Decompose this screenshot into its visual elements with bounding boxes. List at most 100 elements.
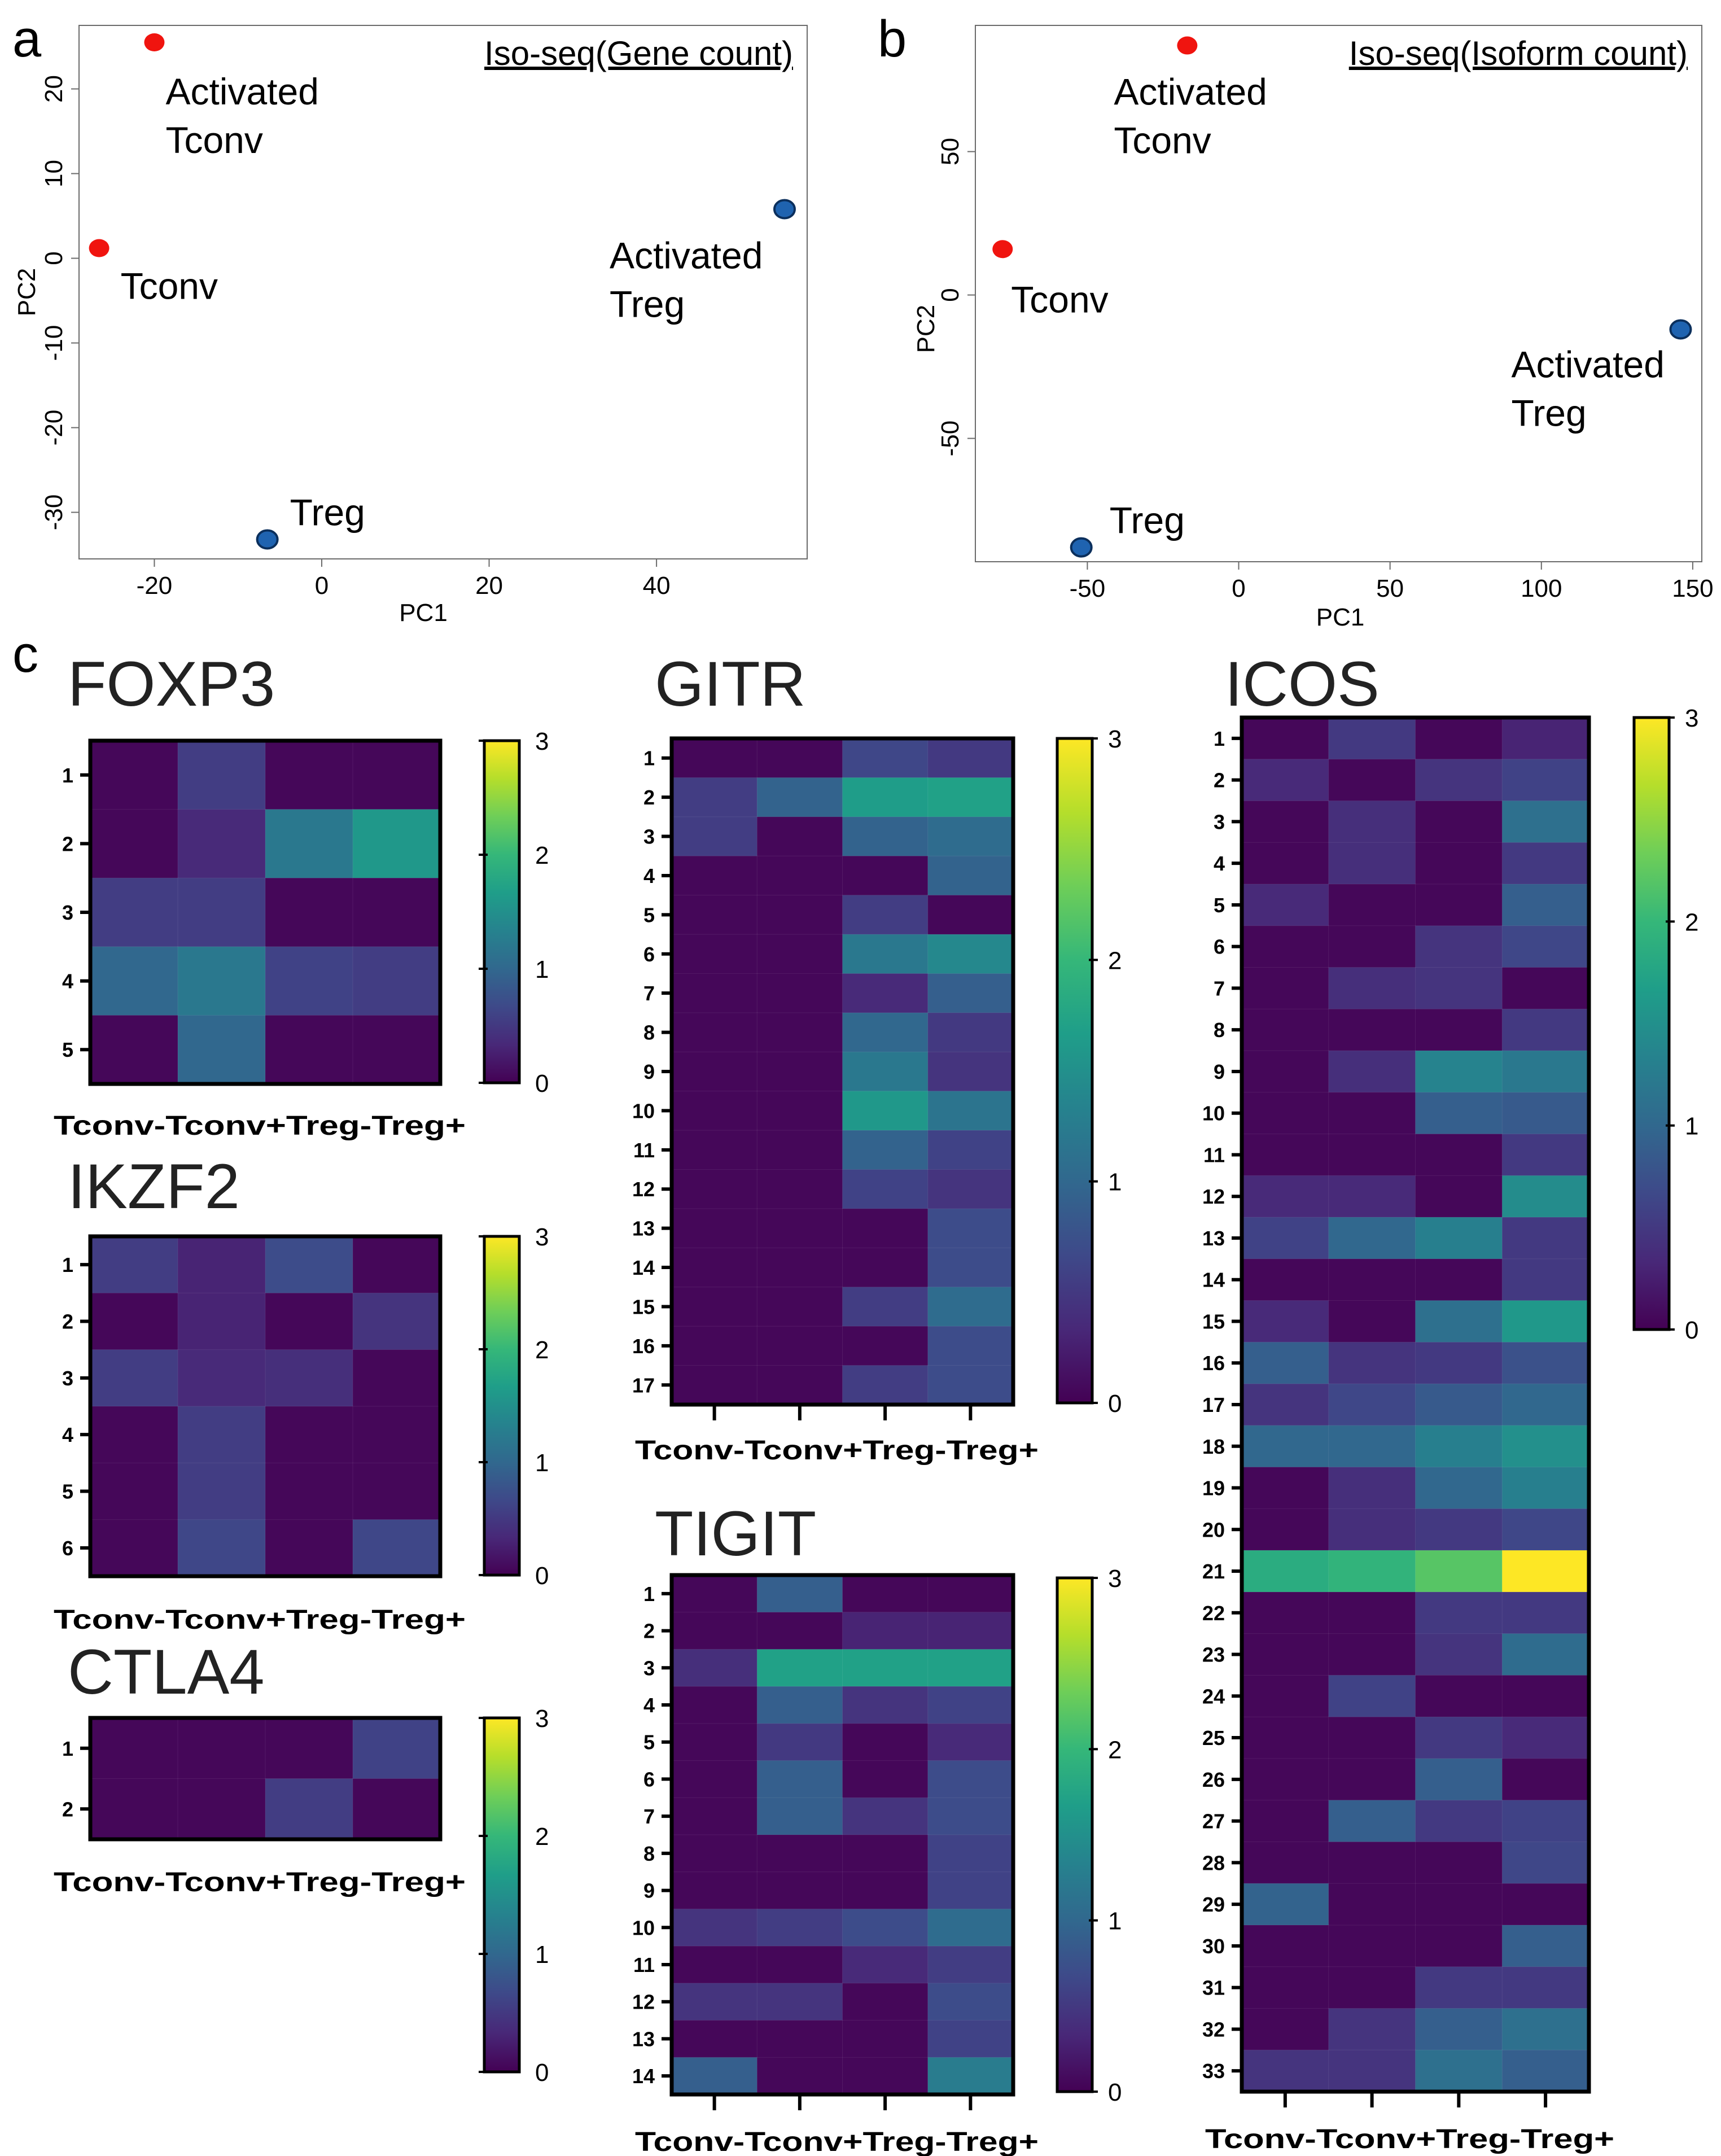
- row-label: 7: [643, 1805, 655, 1828]
- row-label: 4: [62, 1423, 73, 1446]
- heatmap-cell: [1501, 1341, 1590, 1385]
- column-labels: Tconv- Tconv+ Treg- Treg+: [1205, 2124, 1614, 2154]
- y-axis-label: PC2: [13, 268, 41, 317]
- colorbar-tick-label: 0: [1685, 1317, 1698, 1344]
- heatmap-cell: [1501, 801, 1590, 843]
- heatmap-cell: [927, 1760, 1014, 1799]
- heatmap-cell: [90, 1014, 179, 1085]
- column-labels: Tconv- Tconv+ Treg- Treg+: [635, 1436, 1039, 1466]
- heatmap-cell: [1328, 1591, 1416, 1634]
- heatmap-cell: [842, 1612, 929, 1650]
- row-label: 2: [62, 1798, 73, 1821]
- row-label: 11: [633, 1953, 655, 1976]
- column-label: Treg-: [286, 1868, 371, 1897]
- heatmap-cell: [756, 1908, 843, 1947]
- heatmap-cell: [1328, 1633, 1416, 1676]
- heatmap-cell: [927, 1012, 1014, 1053]
- heatmap-cell: [671, 1326, 758, 1366]
- heatmap-cell: [756, 1723, 843, 1761]
- heatmap-cell: [1328, 1508, 1416, 1551]
- heatmap-cell: [1415, 801, 1503, 843]
- heatmap-cell: [1415, 1050, 1503, 1093]
- x-tick-label: 150: [1672, 575, 1713, 602]
- column-label: Tconv-: [635, 2127, 745, 2156]
- data-point: [1669, 319, 1692, 340]
- heatmap-cell: [1415, 1425, 1503, 1468]
- heatmap-cell: [756, 2057, 843, 2096]
- heatmap-cell: [1241, 1217, 1329, 1260]
- heatmap-cell: [1415, 842, 1503, 885]
- heatmap-cell: [1328, 1425, 1416, 1468]
- heatmap-cell: [1501, 1716, 1590, 1760]
- colorbar-tick-label: 0: [535, 1562, 549, 1590]
- heatmap-cell: [352, 740, 441, 810]
- row-label: 1: [1214, 727, 1225, 750]
- heatmap-cell: [1328, 1341, 1416, 1385]
- panel-letter-c: c: [12, 626, 38, 683]
- row-label: 33: [1202, 2059, 1225, 2083]
- heatmap-cell: [1501, 1008, 1590, 1052]
- heatmap-cell: [671, 1287, 758, 1327]
- heatmap-cell: [756, 1834, 843, 1873]
- y-tick-label: -50: [936, 421, 964, 457]
- heatmap-frame: [88, 1716, 443, 1842]
- heatmap-cell: [671, 2057, 758, 2096]
- heatmap-cell: [842, 738, 929, 779]
- heatmap-cell: [1241, 2008, 1329, 2051]
- heatmap-cell: [1501, 884, 1590, 926]
- heatmap-cell: [927, 1247, 1014, 1288]
- heatmap-cell: [756, 1169, 843, 1210]
- heatmap-cell: [1415, 1467, 1503, 1510]
- heatmap-cell: [671, 973, 758, 1013]
- heatmap-cell: [1501, 1674, 1590, 1718]
- heatmap-cell: [1328, 1674, 1416, 1718]
- heatmap-cell: [265, 1349, 354, 1407]
- data-point: [144, 33, 165, 51]
- heatmap-cell: [1501, 1425, 1590, 1468]
- heatmap-cell: [756, 1686, 843, 1724]
- heatmap-cell: [671, 1908, 758, 1947]
- row-label: 7: [643, 982, 655, 1005]
- colorbar-tick-label: 3: [1108, 1565, 1122, 1593]
- row-label: 30: [1202, 1935, 1225, 1958]
- colorbar-tick-label: 2: [1685, 908, 1698, 936]
- heatmap-cell: [927, 1797, 1014, 1836]
- heatmap-cell: [1415, 1383, 1503, 1426]
- heatmap-cell: [671, 1871, 758, 1910]
- heatmap-cell: [671, 2020, 758, 2058]
- colorbar: [483, 739, 521, 1084]
- heatmap-cell: [842, 816, 929, 857]
- row-label: 9: [643, 1060, 655, 1083]
- x-tick-label: 0: [315, 572, 329, 600]
- row-label: 12: [632, 1178, 655, 1201]
- heatmap-cell: [927, 1051, 1014, 1092]
- heatmap-cell: [265, 1717, 354, 1779]
- row-label: 20: [1202, 1518, 1225, 1541]
- row-label: 9: [643, 1879, 655, 1903]
- point-label: Tconv: [121, 265, 218, 307]
- row-label: 16: [1202, 1352, 1225, 1375]
- data-point: [1177, 36, 1198, 55]
- heatmap-cell: [1328, 967, 1416, 1010]
- column-label: Treg+: [1521, 2124, 1614, 2154]
- heatmap-cell: [1241, 1674, 1329, 1718]
- heatmap-cell: [756, 2020, 843, 2058]
- heatmap-cell: [927, 816, 1014, 857]
- heatmap-cell: [1415, 1300, 1503, 1343]
- heatmap-cell: [756, 1648, 843, 1687]
- heatmap-cell: [90, 946, 179, 1016]
- heatmap-foxp3: FOXP3 1 2 3 4 5 Tconv- Tconv+ Treg- Treg+ 0 1 2 3: [54, 649, 549, 1141]
- colorbar-tick-label: 0: [1108, 2079, 1122, 2106]
- heatmap-cell: [756, 1983, 843, 2021]
- heatmap-cell: [352, 1236, 441, 1294]
- data-point: [256, 529, 279, 550]
- colorbar-tick-label: 2: [535, 1823, 549, 1851]
- column-label: Treg+: [947, 1436, 1039, 1466]
- row-label: 11: [1203, 1143, 1225, 1166]
- heatmap-cell: [842, 1091, 929, 1131]
- heatmap-cell: [842, 2057, 929, 2096]
- heatmap-cell: [1328, 1258, 1416, 1301]
- heatmap-cell: [90, 1236, 179, 1294]
- heatmap-cell: [265, 1014, 354, 1085]
- heatmap-cell: [1241, 1258, 1329, 1301]
